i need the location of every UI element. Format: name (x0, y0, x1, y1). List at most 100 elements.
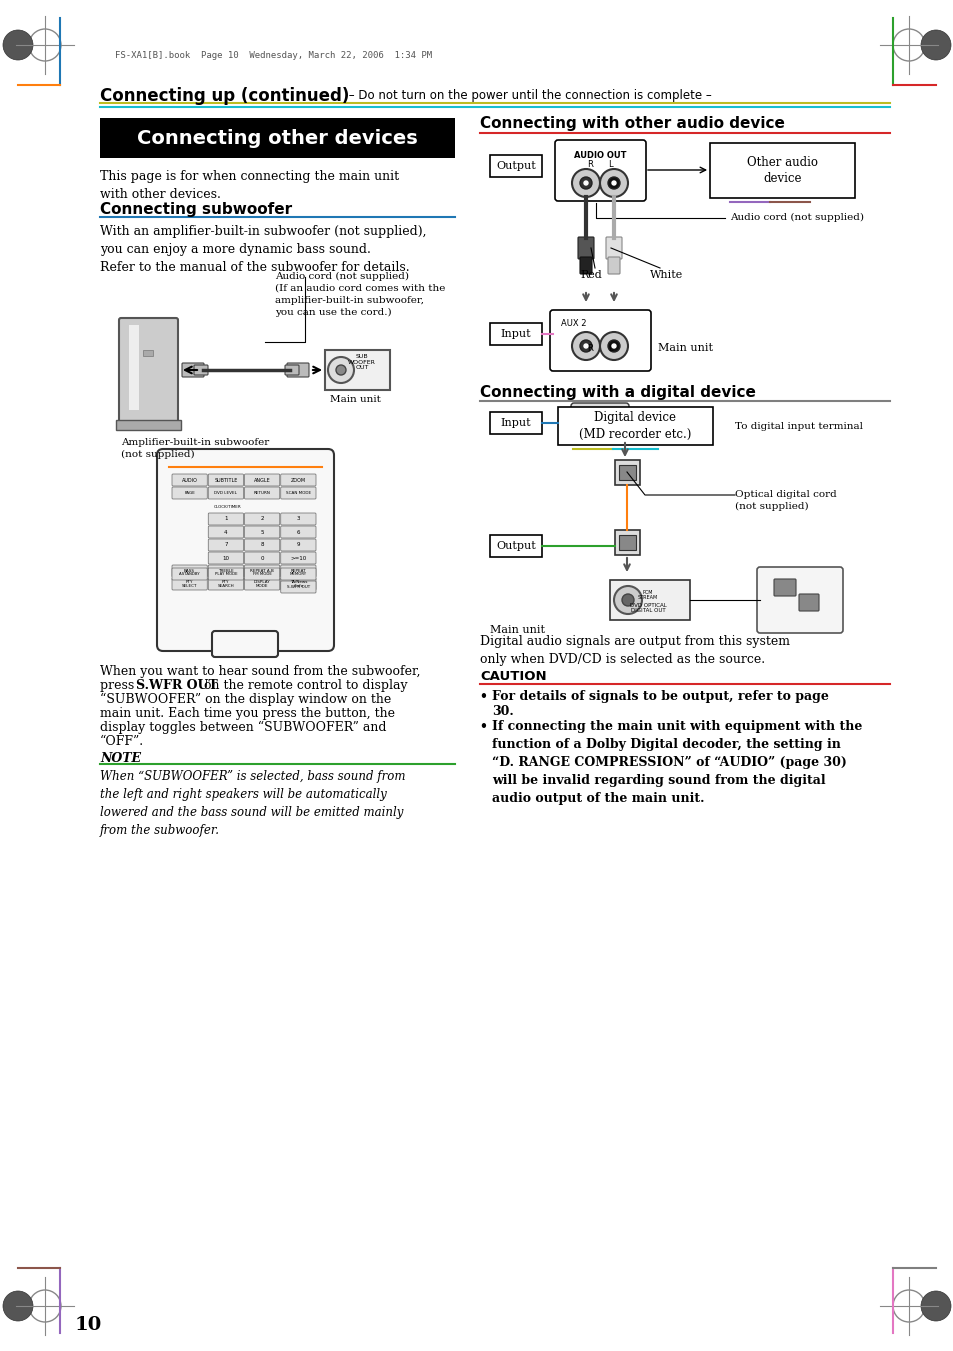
Text: White: White (649, 270, 682, 280)
FancyBboxPatch shape (578, 236, 594, 259)
Text: on the remote control to display: on the remote control to display (200, 680, 407, 692)
Text: Output: Output (496, 161, 536, 172)
Bar (609, 580, 689, 620)
Text: Main unit: Main unit (658, 343, 712, 353)
FancyBboxPatch shape (208, 539, 243, 551)
Text: Output: Output (496, 540, 536, 551)
Text: BASS: BASS (184, 569, 195, 573)
Text: Digital audio signals are output from this system
only when DVD/CD is selected a: Digital audio signals are output from th… (479, 635, 789, 666)
Circle shape (607, 340, 619, 353)
Bar (490, 323, 541, 345)
Text: display toggles between “SUBWOOFER” and: display toggles between “SUBWOOFER” and (100, 721, 386, 734)
Bar (615, 530, 639, 555)
Text: When you want to hear sound from the subwoofer,: When you want to hear sound from the sub… (100, 665, 420, 678)
Circle shape (3, 1292, 33, 1321)
Text: FS-XA1[B].book  Page 10  Wednesday, March 22, 2006  1:34 PM: FS-XA1[B].book Page 10 Wednesday, March … (115, 50, 432, 59)
Circle shape (599, 332, 627, 359)
Circle shape (579, 340, 592, 353)
Text: SCAN MODE: SCAN MODE (286, 490, 311, 494)
Text: 7: 7 (224, 543, 228, 547)
Bar (558, 407, 712, 444)
Bar (490, 412, 541, 434)
FancyBboxPatch shape (287, 363, 309, 377)
Text: RETURN: RETURN (253, 490, 271, 494)
Text: TA/News
/Info: TA/News /Info (290, 580, 307, 588)
FancyBboxPatch shape (172, 565, 207, 577)
Text: Audio cord (not supplied)
(If an audio cord comes with the
amplifier-built-in su: Audio cord (not supplied) (If an audio c… (274, 272, 445, 316)
Text: 8: 8 (260, 543, 264, 547)
FancyBboxPatch shape (280, 513, 315, 526)
Circle shape (612, 345, 616, 349)
Text: 6: 6 (296, 530, 300, 535)
Circle shape (335, 365, 346, 376)
Text: PLAY MODE: PLAY MODE (214, 571, 237, 576)
Text: Digital device
(MD recorder etc.): Digital device (MD recorder etc.) (578, 411, 691, 440)
Text: ANGLE: ANGLE (253, 477, 271, 482)
FancyBboxPatch shape (208, 567, 243, 580)
Text: Audio cord (not supplied): Audio cord (not supplied) (729, 213, 863, 222)
Text: S.WFR OUT: S.WFR OUT (287, 585, 310, 589)
Text: PTY
SELECT: PTY SELECT (182, 580, 197, 588)
Text: TREBLE: TREBLE (218, 569, 233, 573)
Circle shape (920, 30, 950, 59)
Text: 0: 0 (260, 555, 264, 561)
Text: With an amplifier-built-in subwoofer (not supplied),
you can enjoy a more dynami: With an amplifier-built-in subwoofer (no… (100, 226, 426, 274)
Text: Red: Red (579, 270, 601, 280)
FancyBboxPatch shape (172, 567, 207, 580)
FancyBboxPatch shape (172, 486, 207, 499)
Text: 4: 4 (224, 530, 228, 535)
FancyBboxPatch shape (208, 553, 243, 563)
FancyBboxPatch shape (757, 567, 842, 634)
Text: PTY
SEARCH: PTY SEARCH (217, 580, 233, 588)
FancyBboxPatch shape (280, 553, 315, 563)
Text: SUB
WOOFER
OUT: SUB WOOFER OUT (348, 354, 375, 370)
Text: REPEAT: REPEAT (291, 569, 306, 573)
Text: DISPLAY
MODE: DISPLAY MODE (253, 580, 271, 588)
Text: AUDIO OUT: AUDIO OUT (574, 151, 626, 159)
FancyBboxPatch shape (280, 539, 315, 551)
Circle shape (3, 30, 33, 59)
FancyBboxPatch shape (244, 553, 279, 563)
Text: Amplifier-built-in subwoofer
(not supplied): Amplifier-built-in subwoofer (not suppli… (121, 438, 269, 459)
Text: >=10: >=10 (290, 555, 306, 561)
Text: For details of signals to be output, refer to page
30.: For details of signals to be output, ref… (492, 690, 828, 717)
Text: main unit. Each time you press the button, the: main unit. Each time you press the butto… (100, 707, 395, 720)
FancyBboxPatch shape (208, 486, 243, 499)
Text: L: L (608, 159, 612, 169)
FancyBboxPatch shape (244, 513, 279, 526)
Bar (618, 465, 636, 480)
Text: Connecting with a digital device: Connecting with a digital device (479, 385, 755, 400)
Text: •: • (479, 690, 492, 703)
Text: DVD OPTICAL
DIGITAL OUT: DVD OPTICAL DIGITAL OUT (629, 603, 666, 613)
Text: SUBTITLE: SUBTITLE (214, 477, 237, 482)
FancyBboxPatch shape (799, 594, 818, 611)
Text: FM MODE: FM MODE (253, 571, 272, 576)
Bar (615, 459, 639, 485)
Circle shape (328, 357, 354, 382)
FancyBboxPatch shape (119, 317, 178, 422)
Bar (709, 143, 854, 199)
Circle shape (920, 1292, 950, 1321)
Bar (100, 118, 455, 158)
Text: 2: 2 (260, 516, 264, 521)
FancyBboxPatch shape (280, 486, 315, 499)
Text: •: • (479, 720, 492, 734)
Bar (490, 155, 541, 177)
Text: 10: 10 (75, 1316, 102, 1333)
FancyBboxPatch shape (172, 474, 207, 486)
Text: 3: 3 (296, 516, 300, 521)
Text: 10: 10 (222, 555, 229, 561)
Circle shape (599, 169, 627, 197)
Text: PCM
STREAM: PCM STREAM (638, 589, 658, 600)
FancyBboxPatch shape (244, 474, 279, 486)
Text: DVD LEVEL: DVD LEVEL (214, 490, 237, 494)
Text: REPEAT A-B: REPEAT A-B (250, 569, 274, 573)
FancyBboxPatch shape (208, 526, 243, 538)
FancyBboxPatch shape (605, 236, 621, 259)
Text: ZOOM: ZOOM (291, 477, 306, 482)
Bar (325, 350, 390, 390)
Text: Connecting with other audio device: Connecting with other audio device (479, 116, 784, 131)
Text: Other audio
device: Other audio device (746, 157, 817, 185)
FancyBboxPatch shape (280, 578, 315, 590)
Text: A.STANDBY: A.STANDBY (178, 571, 200, 576)
